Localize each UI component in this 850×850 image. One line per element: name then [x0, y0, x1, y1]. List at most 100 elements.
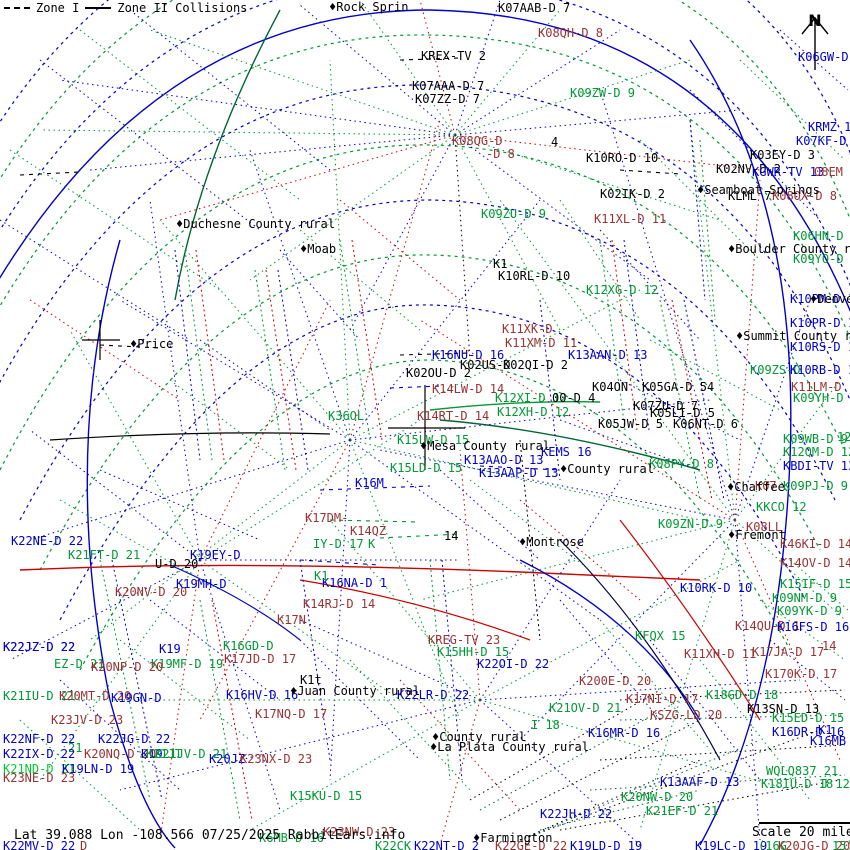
station-label: KGWR-TV 13	[752, 165, 825, 179]
station-label: K02QI-D 2	[503, 358, 569, 372]
station-label: K22IX-D 22	[3, 747, 76, 761]
city-label: ♦Seamboat Springs	[697, 184, 820, 196]
station-label: K17JA-D 17	[752, 645, 825, 659]
station-label: K07AAB-D 7	[498, 1, 571, 15]
station-label: K1t	[300, 673, 322, 687]
station-label: K10RS-D 10	[790, 340, 850, 354]
city-label: ♦Juan County rural	[290, 685, 420, 697]
city-name: County rural	[439, 730, 526, 744]
station-label: K22JG-D 22	[98, 732, 171, 746]
station-label: K22JZ-D 22	[3, 640, 76, 654]
station-label: K14RT-D 14	[417, 409, 490, 423]
station-label: K19LN-D 19	[62, 762, 135, 776]
station-label: K07KF-D 7	[796, 134, 850, 148]
city-marker-icon: ♦	[420, 439, 428, 453]
station-label: K20NQ-D 20	[84, 747, 157, 761]
station-label: K20JG-D 20	[778, 839, 850, 850]
station-label: K200E-D 20	[579, 674, 652, 688]
station-label: K22OI-D 22	[477, 657, 550, 671]
station-label: K22NT-D 2	[414, 839, 480, 850]
scale-label: Scale 20 miles	[752, 825, 850, 840]
station-label: K05GA-D 54	[642, 380, 715, 394]
station-label: K12XI-D 12	[495, 391, 568, 405]
station-label: K20NV-D 20	[115, 585, 188, 599]
station-label: K02OU-D 2	[406, 366, 472, 380]
station-label: K19EY-D	[190, 548, 241, 562]
station-label: K16FS-D 16	[777, 620, 850, 634]
station-label: K23NX-D 23	[240, 752, 313, 766]
city-name: Montrose	[526, 535, 585, 549]
station-label: K10PM-D 10	[790, 292, 850, 306]
station-label: K19	[141, 747, 163, 761]
city-name: Boulder County rural	[735, 242, 850, 256]
legend-zone2-label: Zone II Collisions	[117, 1, 248, 15]
station-label: K22GE-D 22	[495, 839, 568, 850]
station-label: K11XH-D 11	[684, 647, 757, 661]
station-label: KBDI-TV 13	[783, 459, 850, 473]
station-label: K16HV-D 16	[226, 688, 299, 702]
station-label: 4	[551, 135, 559, 149]
status-bar: Lat 39.088 Lon -108.566 07/25/2025 Rabbi…	[14, 828, 406, 843]
station-label: K13AAP-D 13	[479, 466, 559, 480]
station-label: K36OL	[328, 409, 365, 423]
city-marker-icon: ♦	[176, 217, 184, 231]
station-label: K22CK	[375, 839, 412, 850]
station-label: K15LD-D 15	[390, 461, 463, 475]
station-label: 14	[444, 529, 459, 543]
station-label: K10RB-D 10	[790, 363, 850, 377]
city-name: County rural	[567, 462, 654, 476]
station-label: K21JV-D 21	[155, 747, 228, 761]
station-label: K04ON	[592, 380, 629, 394]
station-label: K	[368, 537, 376, 551]
station-label: K02US-D	[460, 358, 511, 372]
city-name: Seamboat Springs	[704, 183, 820, 197]
station-label: K09NM-D 9	[772, 591, 838, 605]
station-label: K21EF-D 21	[646, 804, 719, 818]
city-label: ♦Denver	[810, 293, 850, 305]
station-label: K18IU-D 18	[761, 777, 834, 791]
station-label: K20NP-D 20	[91, 660, 164, 674]
station-label: K1	[818, 723, 833, 737]
station-label: K16MB	[810, 734, 847, 748]
city-name: Fremont	[735, 528, 786, 542]
city-marker-icon: ♦	[430, 740, 438, 754]
city-name: La Plata County rural	[437, 740, 589, 754]
station-label: 12	[837, 430, 850, 444]
city-label: ♦Summit County rural	[736, 330, 850, 342]
station-label: K05LI-D 5	[650, 406, 716, 420]
city-label: ♦County rural	[560, 463, 654, 475]
station-label: EZ-D 21	[54, 657, 105, 671]
station-label: K09WB-D 9	[783, 432, 849, 446]
city-name: Mesa County rural	[427, 439, 551, 453]
station-label: K02IK-D 2	[600, 187, 666, 201]
station-label: K22NF-D 22	[3, 732, 76, 746]
station-label: K6MB-D 16	[259, 831, 325, 845]
station-label: K14OV-D 14	[780, 556, 850, 570]
station-label: K20JZ	[209, 752, 246, 766]
city-label: ♦County rural	[432, 731, 526, 743]
station-label: K21IU-D 21	[3, 689, 76, 703]
city-name: Duchesne County rural	[183, 217, 335, 231]
station-label: K1	[493, 257, 508, 271]
station-label: I 18	[531, 718, 560, 732]
station-label: K21FT-D 21	[68, 548, 141, 562]
station-label: K170K-D 17	[765, 667, 838, 681]
station-label: KREX-TV 2	[421, 49, 487, 63]
station-label: K22JH-D 22	[540, 807, 613, 821]
zone1-line-swatch	[4, 7, 30, 9]
station-label: K14LW-D 14	[432, 382, 505, 396]
city-marker-icon: ♦	[810, 292, 818, 306]
city-name: Rock Sprin	[336, 0, 409, 14]
legend: Zone I Zone II Collisions	[4, 1, 247, 15]
station-label: K13AAN-D 13	[568, 348, 648, 362]
station-label: K08QG-D	[452, 134, 503, 148]
city-marker-icon: ♦	[728, 528, 736, 542]
city-marker-icon: ♦	[519, 535, 527, 549]
station-label: K15IF-D 15	[780, 577, 850, 591]
station-label: K12QM-D 12	[783, 445, 850, 459]
station-label: KREG-TV 23	[428, 633, 501, 647]
station-label: K21JT	[146, 747, 183, 761]
station-label: 15)	[832, 839, 850, 850]
